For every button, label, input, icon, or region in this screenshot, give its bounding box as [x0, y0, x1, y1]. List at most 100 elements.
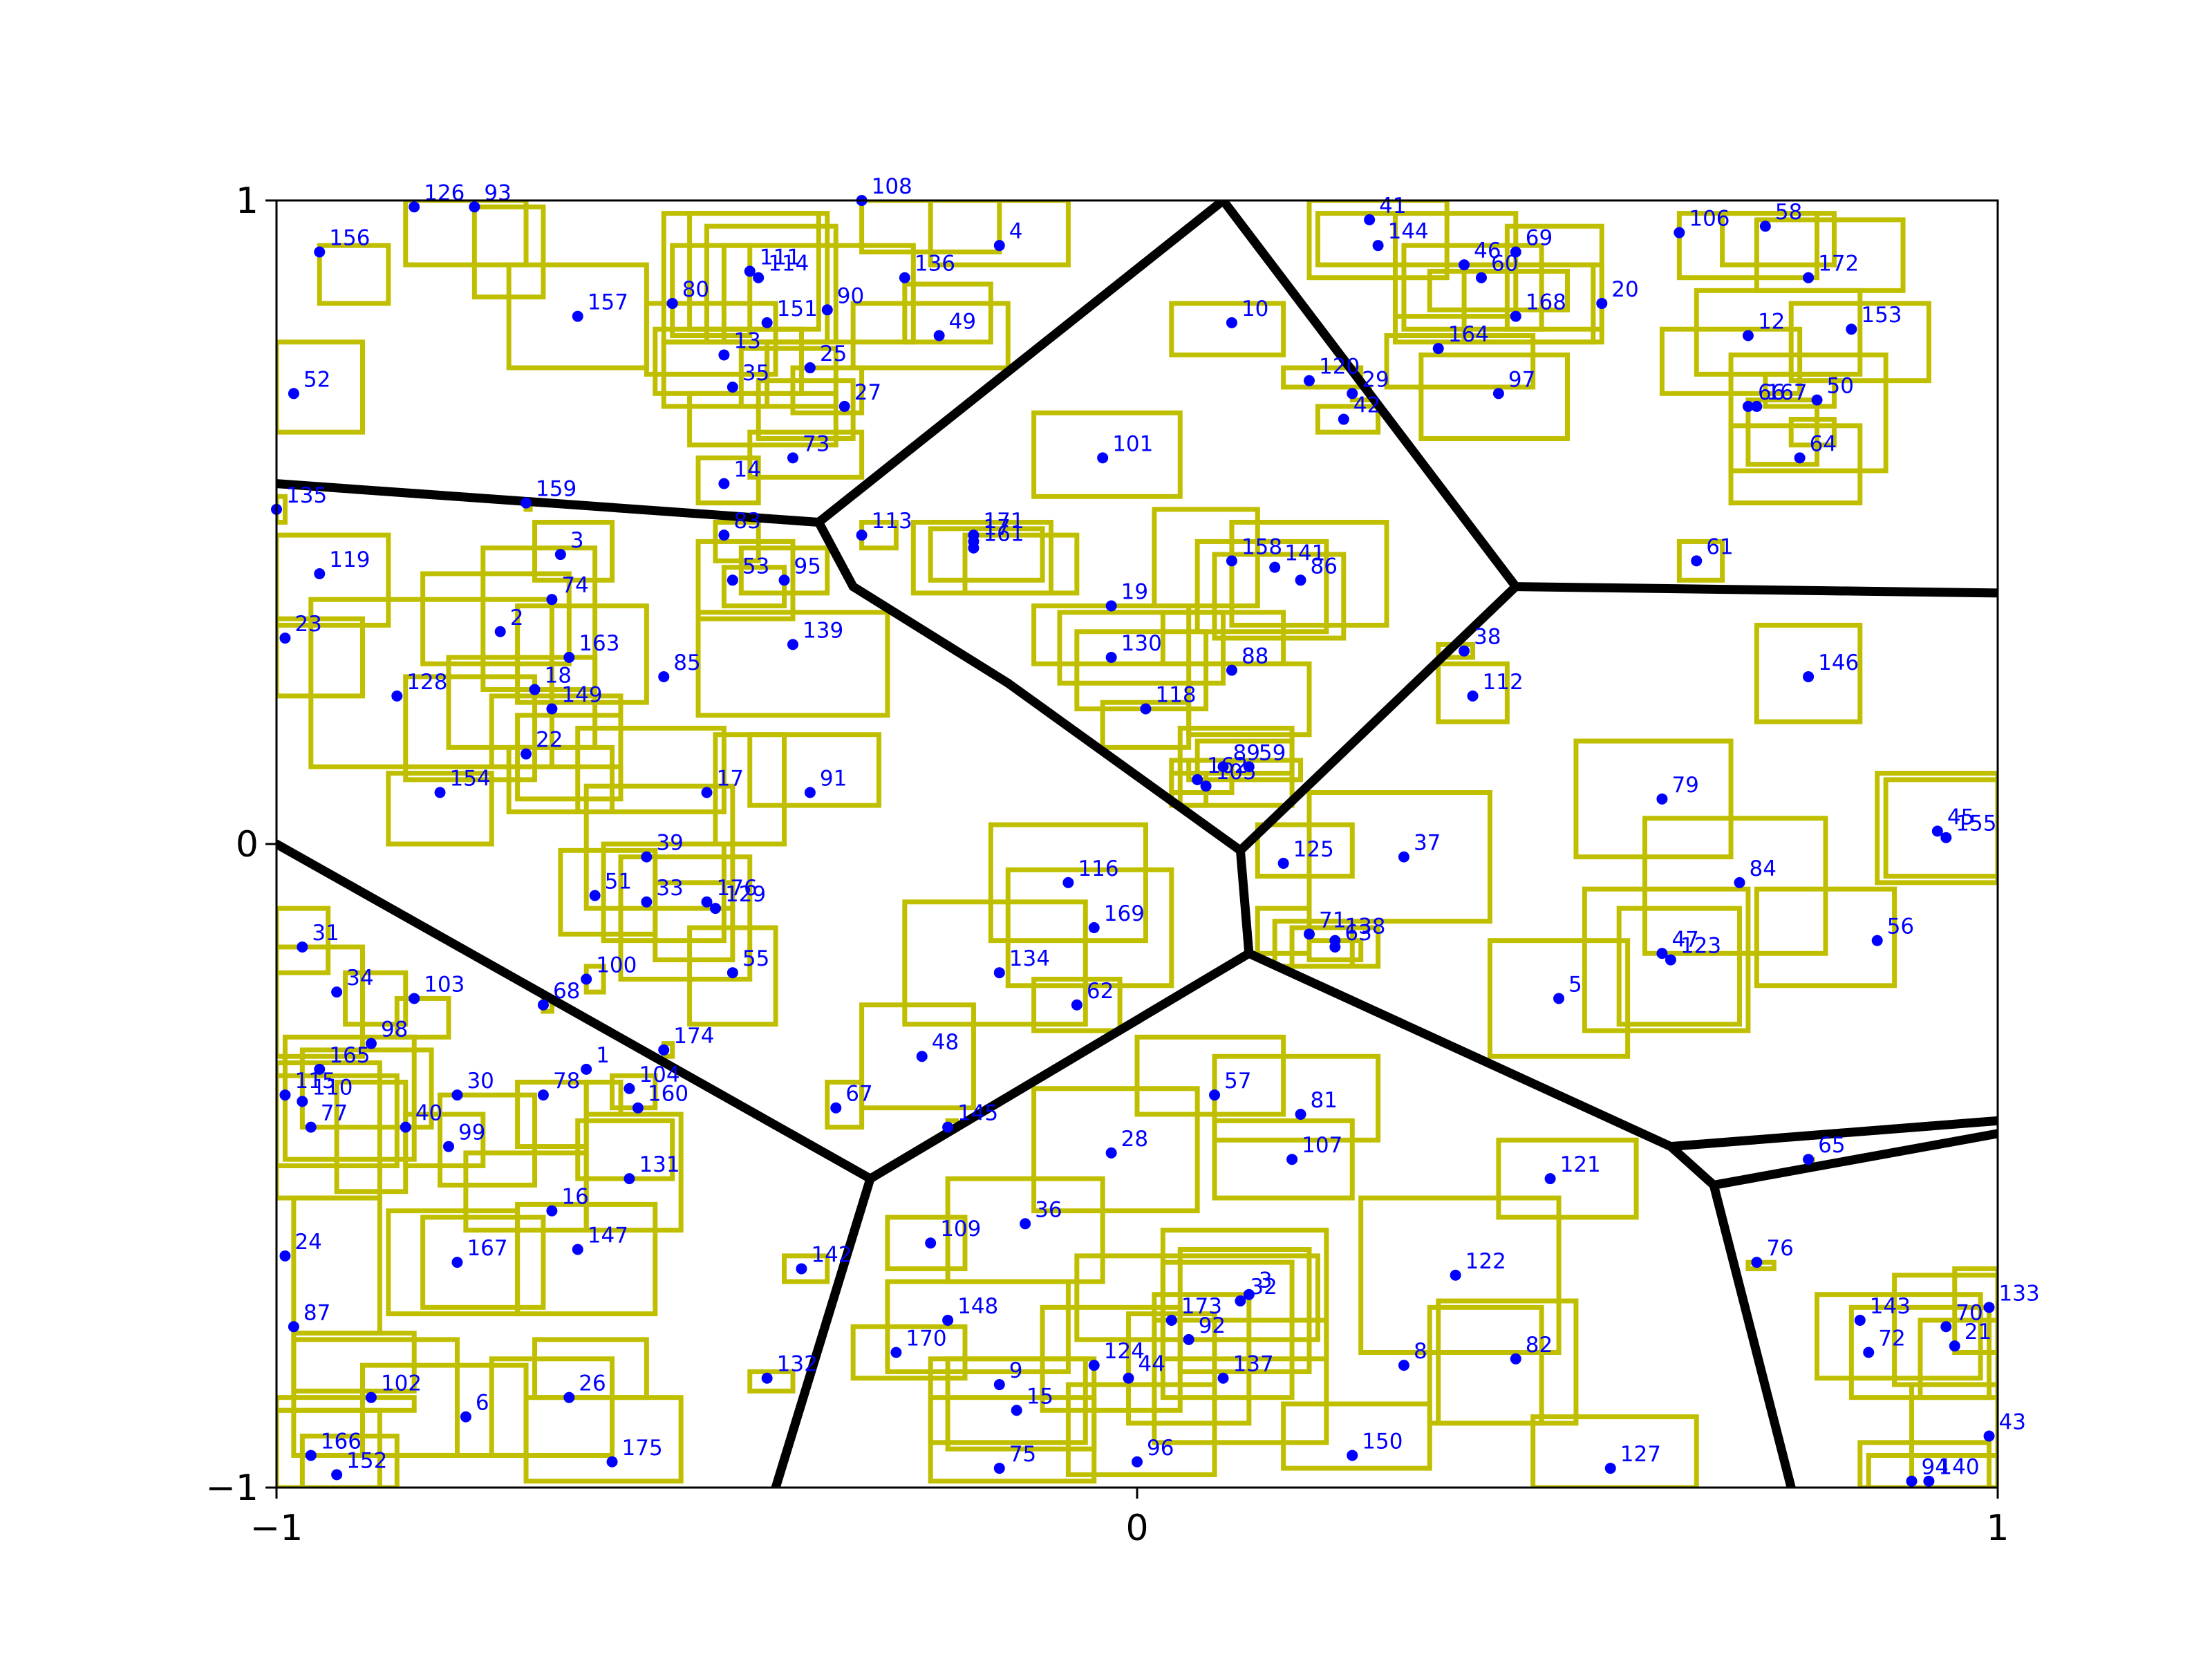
y-tick-label: 0	[236, 824, 259, 865]
point-label-172: 172	[1818, 252, 1859, 276]
point-label-23: 23	[294, 612, 321, 637]
point-label-139: 139	[803, 618, 843, 643]
point-120	[1304, 375, 1315, 386]
point-label-167: 167	[1766, 380, 1807, 405]
point-label-61: 61	[1706, 534, 1733, 559]
bounding-box-113	[1306, 200, 1450, 281]
point-104	[624, 1082, 635, 1094]
point-label-173: 173	[1181, 1294, 1222, 1319]
point-label-68: 68	[553, 979, 580, 1004]
point-110	[297, 1096, 308, 1107]
point-51	[589, 890, 601, 901]
bounding-box-54	[394, 995, 451, 1040]
voronoi-edges-layer	[276, 200, 1998, 1488]
point-label-63: 63	[1344, 921, 1371, 946]
point-105	[1200, 780, 1212, 792]
bounding-box-147	[1754, 886, 1897, 988]
bounding-box-86	[1031, 410, 1183, 499]
point-77	[305, 1121, 317, 1133]
point-1	[581, 1063, 592, 1075]
point-label-16: 16	[561, 1185, 588, 1210]
point-label-132: 132	[777, 1352, 818, 1377]
point-44	[1123, 1372, 1134, 1384]
point-label-84: 84	[1750, 856, 1777, 881]
point-85	[658, 671, 670, 682]
bounding-box-118	[1427, 268, 1571, 312]
bounding-box-100	[1100, 700, 1192, 750]
point-151	[761, 317, 773, 328]
point-label-98: 98	[381, 1018, 408, 1042]
bounding-box-45	[747, 732, 881, 808]
point-label-57: 57	[1224, 1069, 1251, 1094]
point-label-113: 113	[872, 509, 912, 534]
bounding-box-49	[618, 854, 753, 982]
point-label-167: 167	[467, 1236, 507, 1261]
point-label-127: 127	[1620, 1442, 1661, 1467]
point-label-37: 37	[1414, 831, 1441, 856]
point-label-51: 51	[605, 869, 632, 894]
point-label-116: 116	[1078, 856, 1118, 881]
point-label-13: 13	[733, 328, 760, 353]
point-33	[641, 896, 653, 908]
point-82	[1510, 1353, 1521, 1365]
voronoi-edge-8	[1235, 845, 1254, 958]
point-56	[1871, 935, 1883, 946]
point-label-67: 67	[845, 1082, 872, 1107]
point-9	[993, 1379, 1005, 1391]
point-130	[1105, 652, 1117, 664]
voronoi-edge-14	[865, 948, 1254, 1183]
bounding-box-177	[1126, 1311, 1217, 1426]
point-37	[1398, 851, 1409, 863]
point-label-169: 169	[1104, 901, 1145, 926]
bounding-box-131	[1788, 301, 1931, 384]
bounding-box-18	[756, 378, 856, 441]
point-92	[1183, 1333, 1194, 1345]
point-label-48: 48	[932, 1030, 959, 1055]
point-label-8: 8	[1414, 1339, 1427, 1364]
bounding-box-17	[790, 365, 865, 415]
point-label-34: 34	[346, 966, 373, 991]
point-150	[1347, 1450, 1358, 1461]
bounding-box-90	[962, 532, 1080, 596]
point-label-125: 125	[1293, 837, 1334, 862]
bounding-box-187	[928, 1395, 1097, 1484]
point-48	[916, 1051, 928, 1062]
point-52	[288, 388, 299, 400]
point-label-111: 111	[760, 245, 800, 270]
point-70	[1940, 1321, 1952, 1333]
bounding-box-55	[343, 970, 409, 1027]
point-label-156: 156	[329, 225, 370, 250]
bounding-box-31	[276, 616, 365, 699]
point-164	[1432, 343, 1444, 355]
point-158	[1226, 555, 1237, 567]
bounding-box-155	[1134, 1034, 1286, 1117]
y-tick-label: 1	[236, 180, 259, 222]
point-label-35: 35	[742, 361, 769, 386]
point-label-3: 3	[570, 528, 584, 553]
point-27	[838, 400, 850, 412]
bounding-box-89	[928, 526, 1045, 583]
bounding-box-62	[299, 1047, 434, 1130]
point-label-41: 41	[1379, 194, 1406, 218]
bounding-box-139	[1436, 661, 1510, 724]
axes-layer: −1 0 1 −1 0 1	[205, 180, 2009, 1549]
bounding-box-172	[850, 1324, 968, 1381]
bounding-box-162	[885, 1215, 968, 1271]
bounding-box-84	[299, 1434, 400, 1488]
bounding-box-50	[653, 880, 735, 963]
point-175	[606, 1456, 618, 1468]
point-160	[632, 1102, 644, 1114]
point-122	[1450, 1269, 1461, 1281]
point-133	[1983, 1302, 1995, 1313]
point-43	[1983, 1430, 1995, 1442]
bounding-box-153	[1616, 906, 1742, 1027]
point-124	[1088, 1360, 1100, 1371]
point-67	[830, 1102, 842, 1114]
point-12	[1742, 330, 1754, 341]
point-136	[899, 272, 910, 283]
point-47	[1656, 948, 1668, 959]
point-label-43: 43	[1999, 1410, 2026, 1435]
point-label-159: 159	[536, 477, 577, 502]
bounding-box-94	[1229, 520, 1389, 628]
point-109	[925, 1237, 937, 1249]
